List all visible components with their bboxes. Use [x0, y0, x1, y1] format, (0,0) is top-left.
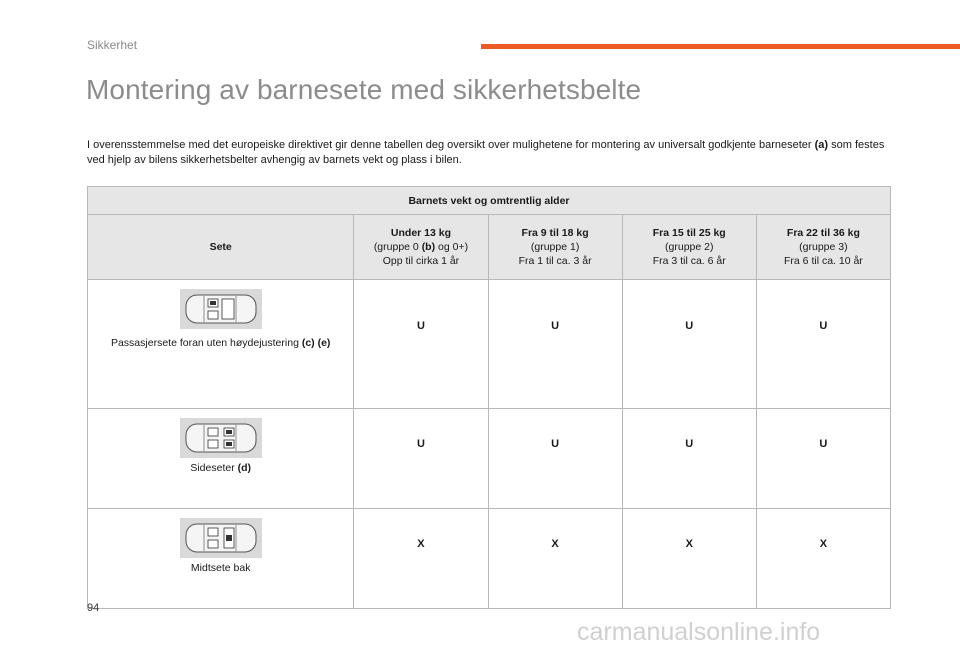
- intro-text-end: som festes ved hjelp av bilens sikkerhet…: [87, 139, 885, 166]
- page-title: Montering av barnesete med sikkerhetsbel…: [86, 74, 642, 105]
- column-header-group-3: Fra 22 til 36 kg (gruppe 3) Fra 6 til ca…: [755, 214, 892, 280]
- watermark: carmanualsonline.info: [577, 618, 821, 646]
- seat-cell-rear-middle: Midtsete bak: [86, 508, 355, 609]
- table-row: Passasjersete foran uten høydejustering …: [86, 279, 892, 409]
- header-accent-bar: [481, 44, 960, 49]
- intro-text-start: I overensstemmelse med det europeiske di…: [87, 139, 815, 151]
- cell-value: U: [755, 408, 892, 509]
- seat-refs-rear-side: (d): [237, 462, 252, 474]
- table-column-header-row: Sete Under 13 kg (gruppe 0 (b) og 0+) Op…: [86, 214, 892, 280]
- cell-value: X: [487, 508, 623, 609]
- cell-value: U: [353, 408, 489, 509]
- cell-value: U: [621, 279, 757, 409]
- intro-paragraph: I overensstemmelse med det europeiske di…: [87, 138, 887, 168]
- table-row: Sideseter (d) U U U U: [86, 408, 892, 509]
- seat-cell-front-passenger: Passasjersete foran uten høydejustering …: [86, 279, 355, 409]
- column-header-group-2: Fra 15 til 25 kg (gruppe 2) Fra 3 til ca…: [621, 214, 757, 280]
- intro-ref: (a): [814, 139, 829, 151]
- group-header: Barnets vekt og omtrentlig alder: [87, 186, 891, 215]
- seat-refs-front-passenger: (c) (e): [301, 337, 331, 349]
- child-seat-table: Barnets vekt og omtrentlig alder Sete Un…: [86, 186, 892, 609]
- cell-value: X: [353, 508, 489, 609]
- table-group-header-row: Barnets vekt og omtrentlig alder: [87, 186, 891, 215]
- column-header-group-1: Fra 9 til 18 kg (gruppe 1) Fra 1 til ca.…: [487, 214, 623, 280]
- cell-value: X: [755, 508, 892, 609]
- cell-value: U: [353, 279, 489, 409]
- cell-value: X: [621, 508, 757, 609]
- table-row: Midtsete bak X X X X: [86, 508, 892, 609]
- seat-label-rear-middle: Midtsete bak: [190, 562, 251, 574]
- page-number: 94: [87, 602, 100, 614]
- seat-label-front-passenger: Passasjersete foran uten høydejustering: [110, 337, 302, 349]
- section-label: Sikkerhet: [87, 38, 138, 52]
- car-rear-side-seats-icon: [179, 418, 262, 458]
- column-header-group-0: Under 13 kg (gruppe 0 (b) og 0+) Opp til…: [353, 214, 489, 280]
- seat-cell-rear-side: Sideseter (d): [86, 408, 355, 509]
- car-front-passenger-seat-icon: [179, 289, 262, 329]
- car-rear-middle-seat-icon: [179, 518, 262, 558]
- cell-value: U: [487, 408, 623, 509]
- cell-value: U: [487, 279, 623, 409]
- seat-label-rear-side: Sideseter: [190, 462, 238, 474]
- cell-value: U: [621, 408, 757, 509]
- seat-header: Sete: [86, 214, 355, 280]
- cell-value: U: [755, 279, 892, 409]
